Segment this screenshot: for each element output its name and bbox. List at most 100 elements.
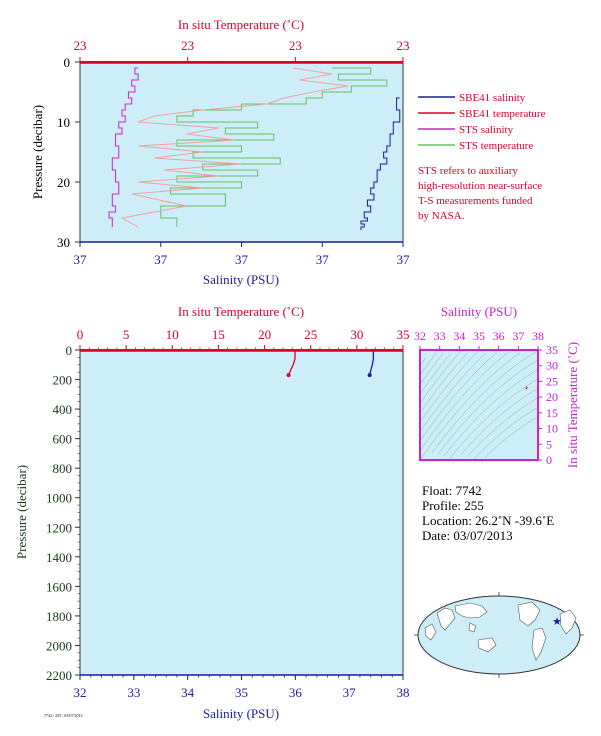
full-depth-bottom-axis-label: Salinity (PSU) <box>203 706 279 721</box>
full-depth-bottom-tick-label: 34 <box>181 685 195 700</box>
ts-isopycnal <box>419 352 521 461</box>
map-continents <box>424 601 577 661</box>
sts-note-line-2: high-resolution near-surface <box>418 180 542 192</box>
full-depth-bottom-tick-label: 37 <box>343 685 357 700</box>
near-surface-bottom-tick-label: 37 <box>235 252 249 267</box>
float-id: Float: 7742 <box>422 483 482 498</box>
map-frame-ticks <box>414 592 584 678</box>
map-asia-west <box>436 607 456 631</box>
series-line-sts-temperature-shadow <box>120 67 349 228</box>
full-depth-top-axis-label: In situ Temperature (˚C) <box>178 304 304 319</box>
profile-number: Profile: 255 <box>422 498 484 513</box>
legend-label-sts-temperature: STS temperature <box>459 140 533 152</box>
full-depth-panel: In situ Temperature (˚C) 0 5 10 15 20 25 30 35 … <box>14 304 410 721</box>
near-surface-top-tick-label: 23 <box>74 38 87 53</box>
ts-top-tick-label: 34 <box>453 329 465 343</box>
full-depth-top-tick-label: 0 <box>77 327 84 342</box>
ts-isopycnal <box>472 406 539 461</box>
ts-curve <box>525 386 528 390</box>
map-north-america <box>517 601 541 627</box>
sts-note-line-4: by NASA. <box>418 210 465 222</box>
ts-isopycnals <box>419 349 539 461</box>
ts-right-tick-label: 0 <box>546 453 552 467</box>
ts-plot-area <box>420 350 538 460</box>
sts-note: STS refers to auxiliary high-resolution … <box>418 165 542 222</box>
ts-right-axis-label: In situ Temperature (˚C) <box>565 342 580 468</box>
ts-diagram-panel: Salinity (PSU) 32 33 34 35 36 37 38 0 510 15 20 25… <box>414 304 580 468</box>
map-ocean <box>417 595 581 675</box>
full-depth-salinity-line <box>368 350 375 376</box>
location: Location: 26.2˚N -39.6˚E <box>422 513 554 528</box>
map-se-asia <box>468 622 477 633</box>
ts-right-tick-label: 35 <box>546 343 558 357</box>
near-surface-left-axis-label: Pressure (decibar) <box>30 105 45 199</box>
ts-isopycnal <box>419 350 462 404</box>
full-depth-top-tick-label: 20 <box>258 327 271 342</box>
full-depth-left-tick-label: 800 <box>53 461 73 476</box>
full-depth-top-tick-label: 5 <box>123 327 130 342</box>
ts-isopycnal <box>431 350 539 454</box>
full-depth-temperature-line <box>287 350 296 376</box>
near-surface-top-axis-label: In situ Temperature (˚C) <box>178 17 304 32</box>
full-depth-bottom-tick-label: 32 <box>74 685 87 700</box>
sts-note-line-1: STS refers to auxiliary <box>418 165 518 177</box>
near-surface-top-tick-label: 23 <box>397 38 410 53</box>
near-surface-bottom-tick-label: 37 <box>74 252 88 267</box>
full-depth-top-tick-label: 30 <box>350 327 363 342</box>
full-depth-left-ticks: 0 200 400 600 800 1000 1200 1400 1600 1800 2000 220… <box>46 343 80 683</box>
full-depth-bottom-tick-label: 38 <box>397 685 410 700</box>
full-depth-top-tick-label: 15 <box>212 327 225 342</box>
ts-isopycnal <box>419 353 486 432</box>
series-line-sbe41-salinity <box>360 97 401 230</box>
near-surface-left-tick-label: 10 <box>57 115 70 130</box>
ts-right-tick-label: 10 <box>546 422 558 436</box>
ts-right-tick-label: 15 <box>546 406 558 420</box>
full-depth-left-tick-label: 2200 <box>46 668 72 683</box>
near-surface-left-tick-label: 0 <box>64 55 71 70</box>
ts-right-tick-label: 5 <box>546 437 552 451</box>
ts-isopycnal <box>419 352 497 442</box>
map-africa <box>559 609 577 635</box>
full-depth-left-tick-label: 0 <box>66 343 73 358</box>
full-depth-left-tick-label: 1800 <box>46 609 72 624</box>
full-depth-left-tick-label: 600 <box>53 432 73 447</box>
ts-isopycnal <box>437 359 539 455</box>
full-depth-plot-area <box>80 350 403 675</box>
ts-isopycnal <box>419 352 444 385</box>
series-line-sts-salinity <box>108 67 139 227</box>
ts-isopycnal <box>419 351 509 451</box>
near-surface-top-tick-label: 23 <box>289 38 302 53</box>
ts-isopycnal <box>419 350 438 376</box>
ts-isopycnal <box>467 397 539 458</box>
float-info: Float: 7742 Profile: 255 Location: 26.2˚… <box>422 483 554 543</box>
ts-right-tick-label: 25 <box>546 374 558 388</box>
date: Date: 03/07/2013 <box>422 528 513 543</box>
near-surface-bottom-axis-label: Salinity (PSU) <box>203 272 279 287</box>
map-australia <box>477 637 497 653</box>
full-depth-top-tick-label: 10 <box>166 327 179 342</box>
near-surface-bottom-ticks: 37 37 37 37 37 <box>74 242 410 267</box>
float-location-marker: ★ <box>552 616 562 628</box>
near-surface-bottom-tick-label: 37 <box>154 252 168 267</box>
ts-top-tick-label: 37 <box>512 329 524 343</box>
ts-top-tick-label: 33 <box>434 329 446 343</box>
full-depth-bottom-tick-label: 36 <box>289 685 303 700</box>
ts-isopycnal <box>419 354 450 395</box>
near-surface-left-tick-label: 20 <box>57 175 70 190</box>
full-depth-bottom-tick-label: 33 <box>127 685 140 700</box>
full-depth-left-tick-label: 1400 <box>46 550 72 565</box>
full-depth-top-tick-label: 35 <box>397 327 410 342</box>
near-surface-bottom-tick-label: 37 <box>316 252 330 267</box>
map-south-america <box>531 627 547 661</box>
ts-isopycnal <box>443 369 539 457</box>
series-line-sts-temperature <box>160 67 388 227</box>
near-surface-left-tick-label: 30 <box>57 235 70 250</box>
full-depth-left-tick-label: 400 <box>53 402 73 417</box>
ts-isopycnal <box>461 388 539 455</box>
ts-isopycnal <box>419 349 480 423</box>
ts-top-tick-label: 35 <box>473 329 485 343</box>
ts-right-tick-label: 30 <box>546 359 558 373</box>
full-depth-left-axis-label: Pressure (decibar) <box>14 465 29 559</box>
near-surface-top-ticks: 23 23 23 23 <box>74 38 410 62</box>
